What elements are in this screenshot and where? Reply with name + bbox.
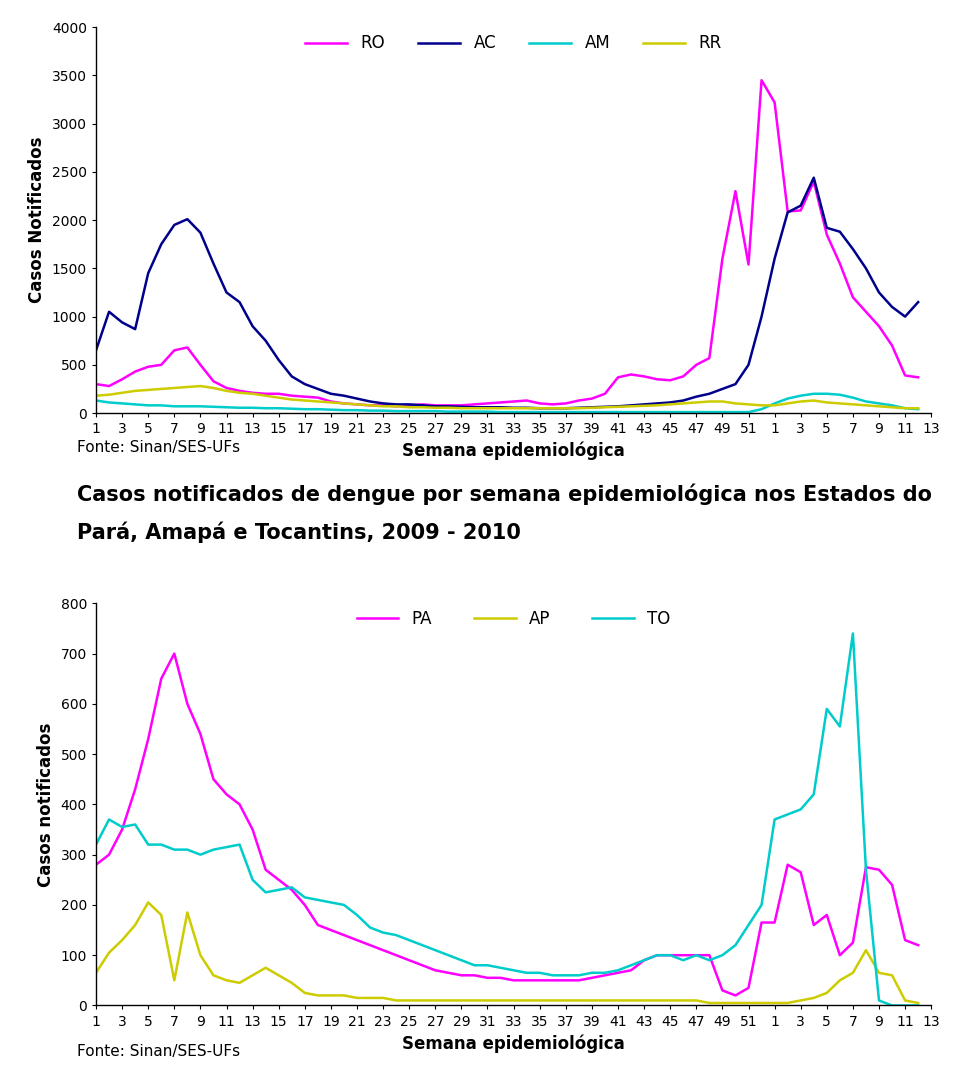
RO: [195, 359, 206, 372]
PA: [560, 974, 571, 987]
AC: [808, 171, 820, 184]
AM: [625, 405, 636, 418]
TO: [886, 999, 898, 1012]
PA: [207, 773, 219, 786]
RO: [638, 370, 650, 383]
AM: [508, 405, 519, 418]
X-axis label: Semana epidemiológica: Semana epidemiológica: [402, 441, 625, 460]
RO: [443, 399, 454, 412]
AP: [90, 966, 102, 979]
PA: [912, 938, 924, 952]
Text: Pará, Amapá e Tocantins, 2009 - 2010: Pará, Amapá e Tocantins, 2009 - 2010: [77, 522, 520, 544]
RR: [573, 402, 585, 415]
TO: [195, 848, 206, 861]
AC: [429, 400, 441, 413]
AM: [90, 393, 102, 407]
PA: [508, 974, 519, 987]
Line: AM: AM: [96, 393, 918, 412]
X-axis label: Semana epidemiológica: Semana epidemiológica: [402, 1034, 625, 1052]
TO: [612, 964, 624, 977]
RO: [391, 400, 402, 413]
AC: [560, 402, 571, 415]
AP: [638, 994, 650, 1007]
AP: [207, 969, 219, 982]
AM: [560, 405, 571, 418]
AC: [625, 399, 636, 412]
AC: [638, 398, 650, 411]
TO: [429, 944, 441, 957]
RO: [560, 397, 571, 410]
AM: [429, 404, 441, 417]
Y-axis label: Casos notificados: Casos notificados: [37, 722, 55, 887]
Line: RO: RO: [96, 80, 918, 407]
PA: [625, 964, 636, 977]
AP: [443, 994, 454, 1007]
Y-axis label: Casos Notificados: Casos Notificados: [28, 137, 46, 303]
AC: [494, 401, 506, 414]
Text: Fonte: Sinan/SES-UFs: Fonte: Sinan/SES-UFs: [77, 1044, 240, 1059]
AP: [625, 994, 636, 1007]
TO: [547, 969, 559, 982]
AC: [90, 343, 102, 357]
RR: [652, 399, 663, 412]
AM: [195, 400, 206, 413]
Line: TO: TO: [96, 634, 918, 1005]
RR: [443, 401, 454, 414]
AP: [704, 997, 715, 1010]
PA: [638, 953, 650, 966]
TO: [912, 999, 924, 1012]
AM: [494, 405, 506, 418]
TO: [494, 961, 506, 974]
RR: [638, 399, 650, 412]
RR: [912, 402, 924, 415]
AC: [912, 296, 924, 309]
AM: [808, 387, 820, 400]
PA: [730, 989, 741, 1002]
RO: [508, 395, 519, 408]
RO: [756, 74, 767, 87]
RR: [207, 382, 219, 395]
AM: [912, 402, 924, 415]
TO: [90, 838, 102, 851]
PA: [90, 859, 102, 872]
AC: [195, 226, 206, 239]
PA: [169, 647, 180, 660]
Line: AP: AP: [96, 902, 918, 1003]
Legend: PA, AP, TO: PA, AP, TO: [350, 603, 677, 635]
RO: [90, 377, 102, 390]
RR: [90, 389, 102, 402]
RR: [521, 402, 533, 415]
RR: [195, 379, 206, 392]
Legend: RO, AC, AM, RR: RO, AC, AM, RR: [299, 28, 729, 59]
AP: [560, 994, 571, 1007]
RO: [625, 368, 636, 382]
TO: [625, 959, 636, 972]
TO: [847, 627, 858, 640]
AM: [638, 405, 650, 418]
Line: PA: PA: [96, 653, 918, 996]
PA: [443, 966, 454, 979]
RO: [912, 371, 924, 384]
AP: [508, 994, 519, 1007]
AP: [912, 997, 924, 1010]
Text: Fonte: Sinan/SES-UFs: Fonte: Sinan/SES-UFs: [77, 440, 240, 455]
Line: RR: RR: [96, 386, 918, 409]
Text: Casos notificados de dengue por semana epidemiológica nos Estados do: Casos notificados de dengue por semana e…: [77, 484, 932, 505]
AP: [142, 896, 154, 909]
Line: AC: AC: [96, 177, 918, 409]
RR: [456, 402, 468, 415]
AC: [534, 402, 545, 415]
